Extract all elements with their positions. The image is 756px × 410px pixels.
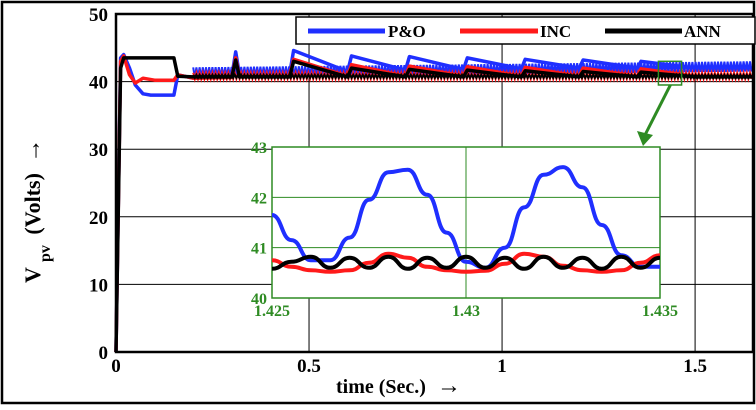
main-y-tick-label: 10 [89,275,108,296]
main-y-tick-label: 40 [89,73,108,94]
legend-label-ann: ANN [684,22,722,41]
y-axis-label-sub: pv [37,245,54,262]
x-axis-label: time (Sec.) → [336,373,461,399]
main-x-tick-label: 0.5 [297,356,321,377]
zoom-arrow-shaft [643,84,672,136]
inset-x-tick-label: 1.435 [642,303,678,320]
legend-label-inc: INC [540,22,571,41]
legend-label-po: P&O [388,22,426,41]
main-y-tick-label: 50 [89,5,108,26]
main-x-tick-label: 0 [111,356,121,377]
inset-x-tick-label: 1.43 [452,303,480,320]
y-axis-arrow: → [20,139,46,163]
inset-y-tick-label: 42 [251,190,267,207]
inset-series-inc [271,251,661,274]
inset-series-ann [271,254,661,271]
svg-text:V pv (Volts): V pv (Volts) → [20,139,55,283]
zoom-arrow-head [636,131,653,146]
inset-y-tick-label: 43 [251,140,267,157]
main-y-tick-label: 0 [99,343,109,364]
main-y-tick-label: 20 [89,208,108,229]
inset-y-tick-label: 40 [251,291,267,308]
main-plot-area [114,12,755,354]
main-y-tick-label: 30 [89,140,108,161]
x-axis-arrow: → [437,373,461,399]
main-series-ann [114,56,753,353]
inset-y-tick-label: 41 [251,241,267,258]
y-axis-label-rest: (Volts) [20,173,45,235]
y-axis-label: V pv (Volts) → [20,139,55,283]
x-axis-label-text: time (Sec.) [336,376,426,398]
main-x-tick-label: 1.5 [683,356,707,377]
main-x-tick-label: 1 [497,356,507,377]
legend: P&O INC ANN [295,16,756,45]
inset-x-tick-label: 1.425 [254,303,290,320]
y-axis-label-main: V [20,267,45,283]
arrow-down-icon [636,84,672,146]
inset-series-p-o [271,165,660,270]
